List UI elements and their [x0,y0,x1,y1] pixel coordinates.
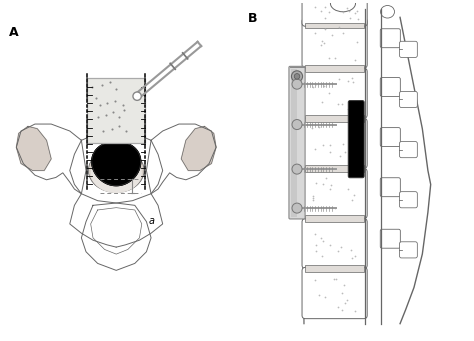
FancyBboxPatch shape [400,41,417,57]
Polygon shape [181,127,216,170]
Polygon shape [92,142,141,186]
FancyBboxPatch shape [380,178,401,197]
Polygon shape [70,131,163,203]
Bar [305,265,364,272]
Circle shape [292,203,302,213]
FancyBboxPatch shape [302,219,367,268]
FancyBboxPatch shape [302,267,367,318]
Polygon shape [146,124,216,194]
Polygon shape [365,9,381,324]
Circle shape [133,92,141,100]
FancyBboxPatch shape [302,118,367,168]
Bar [87,78,145,143]
Polygon shape [16,127,51,170]
FancyBboxPatch shape [380,29,401,48]
Text: a: a [149,216,155,226]
Ellipse shape [381,5,394,18]
Ellipse shape [91,152,142,193]
Bar [291,69,297,217]
FancyBboxPatch shape [380,77,401,97]
Polygon shape [92,142,141,186]
Circle shape [294,74,300,79]
FancyBboxPatch shape [302,168,367,218]
Polygon shape [16,124,86,194]
Circle shape [292,120,302,130]
Bar [305,215,364,222]
Ellipse shape [88,148,144,193]
Text: A: A [9,27,19,40]
Bar [305,115,364,122]
FancyBboxPatch shape [400,242,417,258]
FancyBboxPatch shape [400,192,417,208]
FancyBboxPatch shape [400,91,417,107]
FancyBboxPatch shape [302,0,367,26]
Bar [305,165,364,172]
FancyBboxPatch shape [348,101,364,178]
FancyBboxPatch shape [302,68,367,118]
Bar [305,23,364,29]
Bar [305,65,364,72]
FancyBboxPatch shape [380,229,401,248]
FancyBboxPatch shape [400,142,417,158]
FancyBboxPatch shape [302,18,367,68]
Ellipse shape [330,0,356,12]
Circle shape [292,79,302,89]
Circle shape [292,164,302,174]
FancyBboxPatch shape [380,128,401,147]
FancyBboxPatch shape [289,66,305,219]
Text: B: B [248,12,258,25]
Polygon shape [82,203,151,270]
Circle shape [292,71,302,82]
